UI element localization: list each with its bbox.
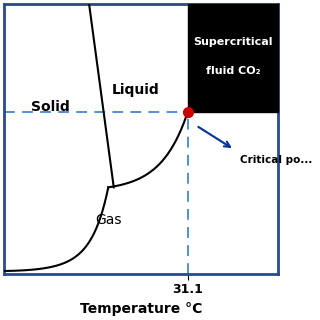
Bar — [188, 4, 278, 112]
Text: Liquid: Liquid — [112, 84, 160, 97]
X-axis label: Temperature °C: Temperature °C — [80, 302, 202, 316]
Text: Critical po...: Critical po... — [240, 156, 312, 165]
Text: Gas: Gas — [95, 213, 122, 227]
Text: Solid: Solid — [31, 100, 70, 114]
Text: Supercritical: Supercritical — [193, 37, 273, 47]
Text: fluid CO₂: fluid CO₂ — [206, 66, 260, 76]
